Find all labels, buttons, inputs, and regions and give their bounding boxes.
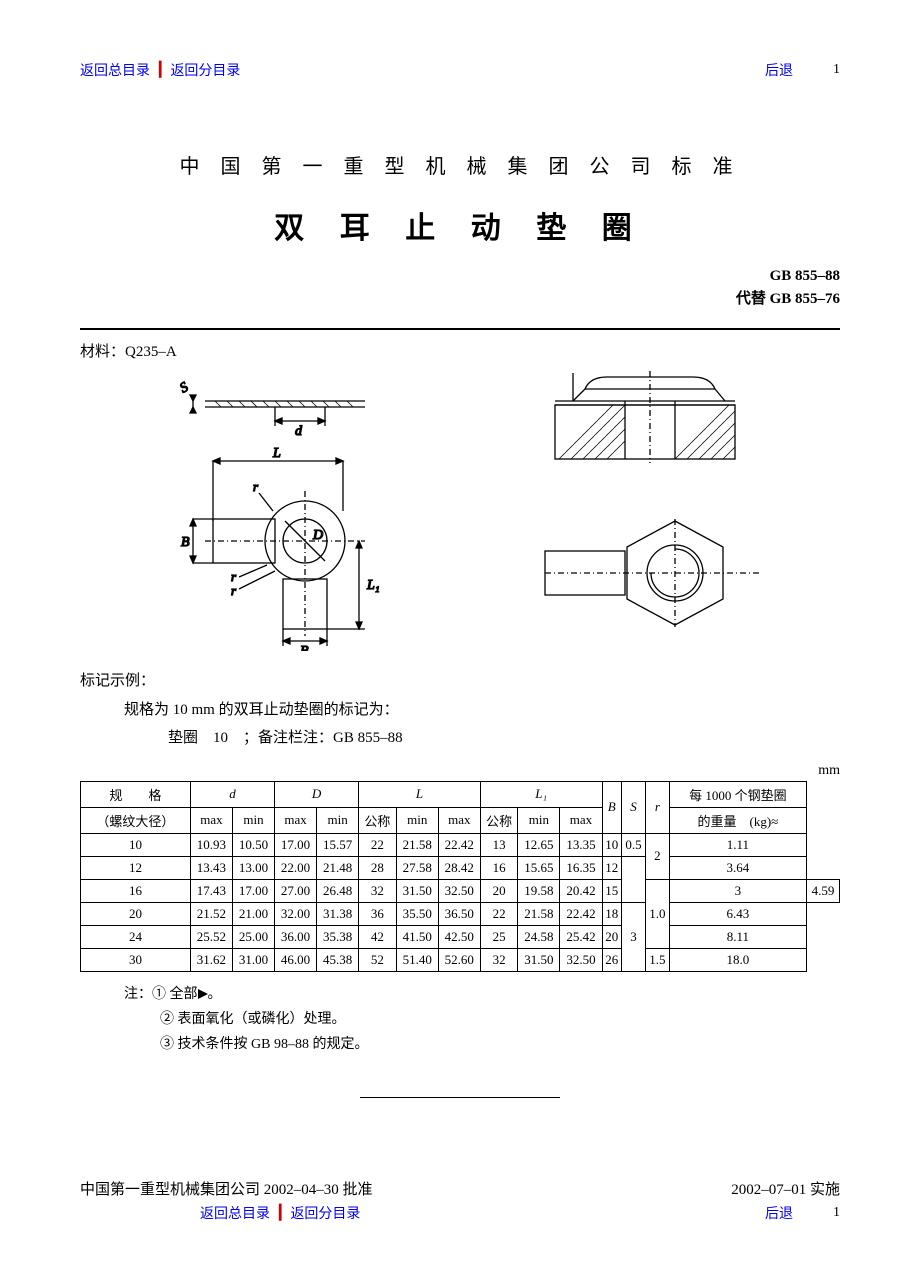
standard-code: GB 855–88 — [80, 265, 840, 288]
svg-text:L₁: L₁ — [366, 578, 380, 593]
nav-back-sub[interactable]: 返回分目录 — [170, 60, 240, 80]
divider — [80, 328, 840, 330]
note-1: 注：① 全部。 — [124, 982, 840, 1007]
table-row: 1617.4317.0027.0026.483231.5032.502019.5… — [81, 879, 840, 902]
nav-back-main-bottom[interactable]: 返回总目录 — [200, 1203, 270, 1223]
nav-sep-icon: ┃ — [156, 62, 164, 79]
page-title: 双 耳 止 动 垫 圈 — [80, 203, 840, 247]
nav-back[interactable]: 后退 — [765, 60, 793, 80]
svg-text:L: L — [272, 446, 281, 461]
nav-back-main[interactable]: 返回总目录 — [80, 60, 150, 80]
note-3: ③ 技术条件按 GB 98–88 的规定。 — [160, 1032, 840, 1057]
marking-line3: 垫圈 10 ；备注栏注：GB 855–88 — [168, 724, 840, 753]
triangle-icon — [198, 989, 208, 999]
svg-text:r: r — [231, 583, 237, 598]
nav-back-bottom[interactable]: 后退 — [765, 1203, 793, 1223]
svg-text:S: S — [178, 380, 192, 396]
figure-assembly-drawing — [525, 371, 785, 651]
svg-text:d: d — [295, 424, 303, 439]
note-2: ② 表面氧化（或磷化）处理。 — [160, 1007, 840, 1032]
nav-sep-icon: ┃ — [276, 1205, 284, 1222]
table-unit: mm — [80, 763, 840, 779]
page-number-bottom: 1 — [833, 1205, 840, 1221]
svg-text:B: B — [300, 644, 309, 651]
page-number: 1 — [833, 62, 840, 78]
table-row: 2021.5221.0032.0031.383635.5036.502221.5… — [81, 902, 840, 925]
figure-washer-drawing: S d L — [135, 371, 415, 651]
footer-impl: 2002–07–01 实施 — [731, 1178, 840, 1199]
marking-line2: 规格为 10 mm 的双耳止动垫圈的标记为： — [124, 696, 840, 725]
material-spec: 材料：Q235–A — [80, 340, 840, 361]
table-row: 1010.9310.5017.0015.572221.5822.421312.6… — [81, 833, 840, 856]
table-row: 2425.5225.0036.0035.384241.5042.502524.5… — [81, 925, 840, 948]
standard-replaces: 代替 GB 855–76 — [80, 288, 840, 311]
table-row: 3031.6231.0046.0045.385251.4052.603231.5… — [81, 948, 840, 971]
org-title: 中 国 第 一 重 型 机 械 集 团 公 司 标 准 — [80, 150, 840, 179]
table-row: 1213.4313.0022.0021.482827.5828.421615.6… — [81, 856, 840, 879]
divider — [360, 1097, 560, 1098]
svg-text:B: B — [181, 535, 190, 550]
marking-title: 标记示例： — [80, 667, 840, 696]
svg-text:r: r — [253, 479, 259, 494]
svg-text:D: D — [312, 528, 323, 543]
dimension-table: 规 格 d D L L₁ B S r 每 1000 个钢垫圈 （螺纹大径） ma… — [80, 781, 840, 972]
footer-approve: 中国第一重型机械集团公司 2002–04–30 批准 — [80, 1178, 373, 1199]
nav-back-sub-bottom[interactable]: 返回分目录 — [290, 1203, 360, 1223]
svg-text:r: r — [231, 569, 237, 584]
